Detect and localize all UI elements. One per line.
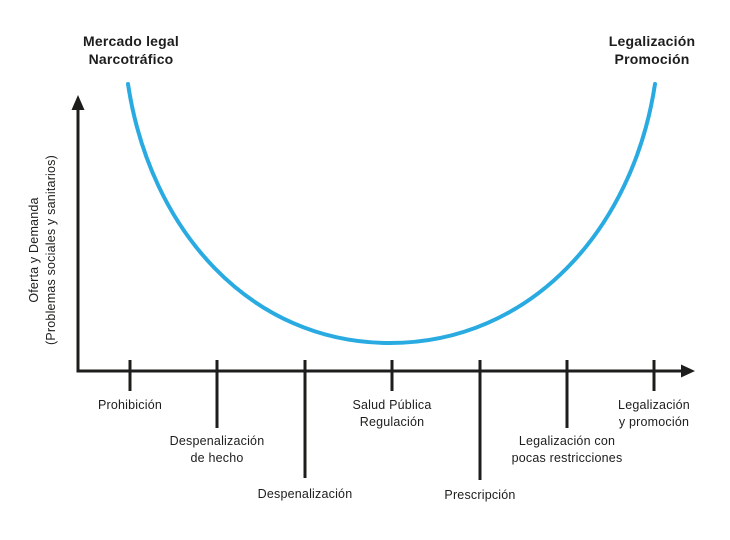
tick-label-salud-publica-regulacion: Salud Pública Regulación: [352, 398, 432, 429]
tick-label-despenalizacion-de-hecho: Despenalización de hecho: [169, 434, 265, 465]
x-axis-arrow-icon: [681, 364, 695, 378]
y-axis-arrow-icon: [71, 95, 85, 110]
tick-label-legalizacion-y-promocion: Legalización y promoción: [618, 398, 690, 429]
corner-label-mercado-legal: Mercado legal Narcotráfico: [83, 33, 179, 67]
tick-label-despenalizacion: Despenalización: [257, 487, 353, 501]
y-axis-label: Oferta y Demanda (Problemas sociales y s…: [27, 155, 58, 345]
axes-group: [76, 104, 683, 480]
corner-label-legalizacion-promocion: Legalización Promoción: [608, 33, 696, 67]
tick-label-prescripcion: Prescripción: [444, 488, 516, 502]
u-curve: [126, 82, 657, 346]
axis-arrows-group: [71, 95, 695, 378]
tick-label-legalizacion-pocas-restricciones: Legalización con pocas restricciones: [511, 434, 623, 465]
tick-label-prohibicion: Prohibición: [97, 398, 163, 412]
